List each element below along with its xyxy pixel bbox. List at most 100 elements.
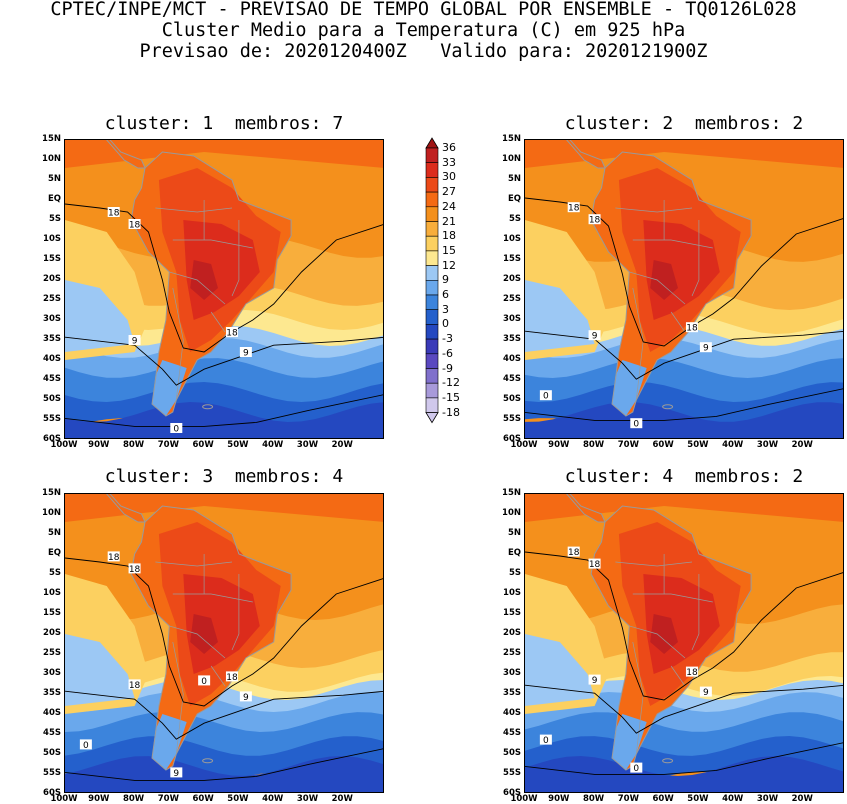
lon-tick-label: 40W [262,440,284,450]
contour-label: 18 [589,216,601,226]
lat-tick-label: 50S [43,394,61,404]
land-heat [612,360,647,416]
lat-tick-label: 35S [43,334,61,344]
contour-label: 0 [633,420,639,430]
contour-line [65,336,383,386]
contour-label-box [685,322,698,333]
colorbar-arrow-top [425,137,439,149]
temperature-map: 18 18 18 9 9 0 0 [524,139,844,439]
country-border [231,574,240,651]
coastline [566,494,606,523]
lat-tick-label: 10N [42,154,61,164]
field-band [65,280,135,352]
contour-label-box [588,558,601,569]
lat-tick-label: 10S [43,588,61,598]
colorbar-box [425,309,439,325]
contour-label: 18 [226,329,238,339]
map-graphic: 18 18 18 18 9 9 0 0 [65,494,383,792]
contour-label-box [630,762,643,773]
land-heat [650,260,678,300]
lat-tick-label: EQ [507,194,521,204]
lat-tick-label: 25S [503,648,521,658]
contour-label-box [588,214,601,225]
contour-line [65,394,383,427]
lon-tick-label: 50W [687,440,709,450]
colorbar-box [425,250,439,266]
lat-tick-label: 15S [43,254,61,264]
coastline [130,151,292,417]
colorbar-box [425,162,439,178]
lon-tick-label: 90W [88,440,110,450]
lat-tick-label: 30S [43,668,61,678]
country-border [615,561,693,567]
country-border [632,287,644,401]
lat-tick-label: 5N [507,174,521,184]
country-border [169,271,226,305]
coastline [566,140,606,169]
contour-label-box [128,679,141,690]
lat-tick-label: 55S [43,414,61,424]
country-border [691,220,700,297]
lat-tick-label: 50S [503,748,521,758]
lon-tick-label: 20W [791,794,813,804]
colorbar-graphic [425,137,439,424]
colorbar-box [425,221,439,237]
panel-title: cluster: 4 membros: 2 [564,466,804,487]
panel-title: cluster: 3 membros: 4 [104,466,344,487]
contour-label-box [198,675,211,686]
colorbar-box [425,206,439,222]
contour-label: 0 [173,425,179,435]
contour-label: 18 [686,668,698,678]
lat-tick-label: 30S [43,314,61,324]
field-band [525,634,595,706]
colorbar-level-label: 27 [442,185,456,199]
lon-tick-label: 80W [122,440,145,450]
contour-line [65,748,383,781]
lon-tick-label: 60W [192,440,214,450]
colorbar-box [425,191,439,208]
contour-label-box [699,686,712,697]
colorbar-level-label: 3 [442,302,449,316]
header-line-1: CPTEC/INPE/MCT - PREVISAO DE TEMPO GLOBA… [50,0,797,20]
temperature-map: 18 18 18 18 9 9 0 0 [64,493,384,793]
contour-line [65,203,383,353]
lon-tick-label: 30W [296,794,319,804]
lat-tick-label: 30S [503,668,521,678]
lat-tick-label: 5N [507,528,521,538]
lat-tick-label: 45S [43,374,61,384]
lat-tick-label: 50S [503,394,521,404]
panel-title: cluster: 1 membros: 7 [104,113,344,134]
lon-tick-label: 90W [548,794,570,804]
country-border [172,287,184,401]
lat-tick-label: 25S [43,294,61,304]
lat-tick-label: 5S [48,214,61,224]
lon-tick-label: 60W [652,794,674,804]
contour-label: 0 [633,764,639,774]
land-heat [650,614,678,654]
contour-line [525,684,843,734]
lon-tick-label: 70W [617,440,639,450]
contour-label-box [699,342,712,353]
contour-label: 18 [568,548,580,558]
temperature-map: 18 18 18 9 9 0 [64,139,384,439]
country-border [691,574,700,651]
country-border [231,220,240,297]
coastline [106,494,146,523]
contour-label-box [107,551,120,562]
lon-tick-label: 70W [617,794,639,804]
country-border [172,641,184,755]
lat-tick-label: 40S [43,354,61,364]
contour-label-box [239,691,252,702]
lat-tick-label: 15S [503,608,521,618]
map-graphic: 18 18 18 9 9 0 0 [525,140,843,438]
contour-label-box [128,563,141,574]
colorbar-level-label: 30 [442,170,456,184]
temperature-map: 18 18 18 9 9 0 0 [524,493,844,793]
lat-tick-label: 60S [43,434,61,444]
lat-tick-label: 10N [42,508,61,518]
lon-tick-label: 60W [192,794,214,804]
colorbar-level-label: 24 [442,199,456,213]
lon-tick-label: 30W [756,794,779,804]
lat-tick-label: 35S [43,688,61,698]
colorbar-level-label: 18 [442,229,456,243]
